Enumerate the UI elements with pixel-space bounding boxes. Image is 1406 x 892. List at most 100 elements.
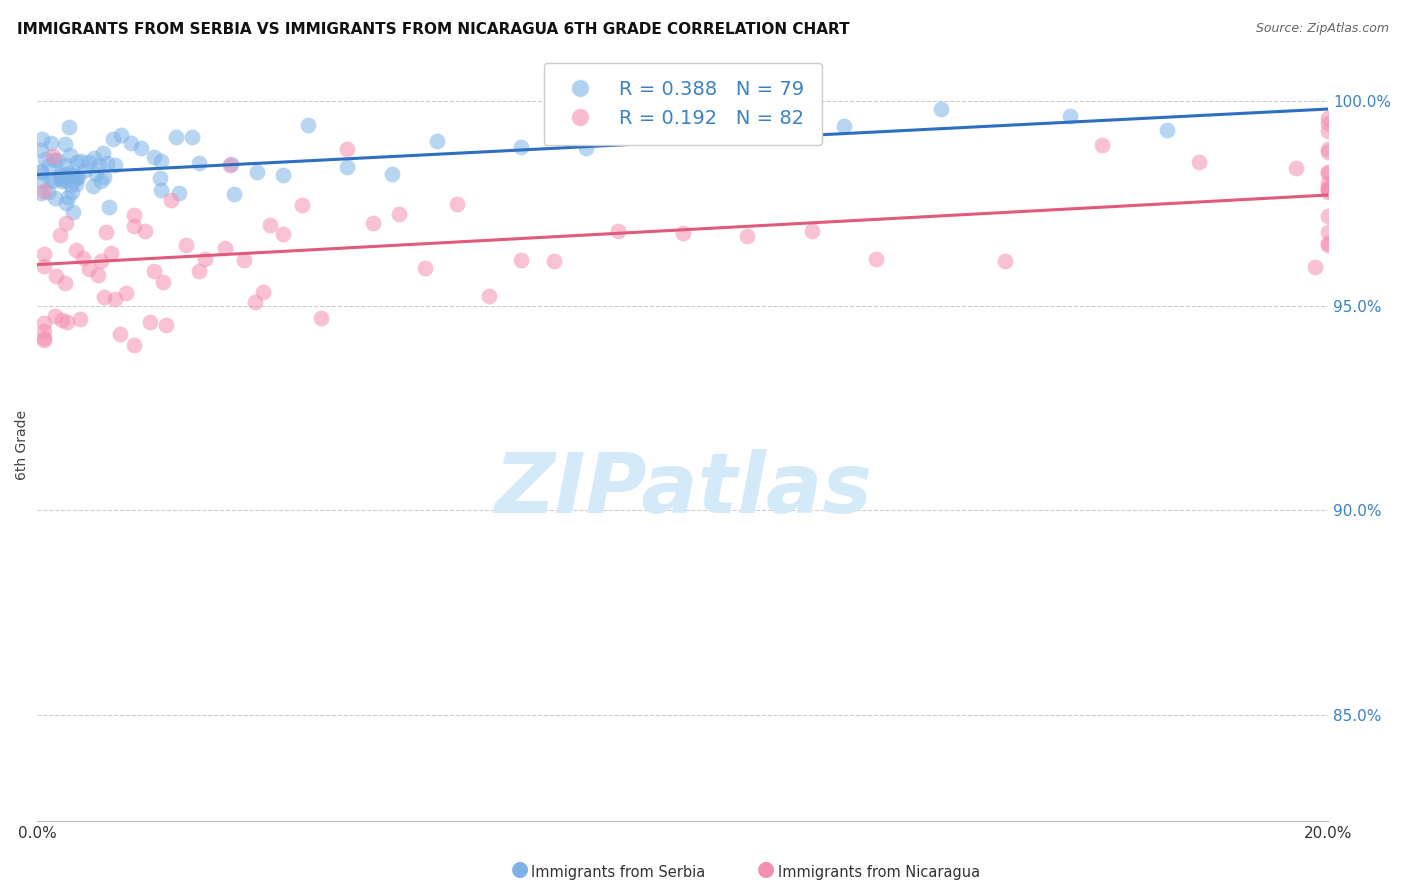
Point (155, 318, 177, 332)
Point (87, 158, 110, 172)
Point (575, 141, 598, 155)
Point (83, 151, 105, 165)
Point (62, 168, 84, 182)
Point (152, 275, 174, 289)
Point (297, 118, 319, 132)
Point (55, 195, 77, 210)
Point (1317, 181, 1340, 195)
Point (865, 252, 887, 266)
Point (32, 324, 55, 338)
Point (31, 132, 53, 146)
Point (32, 334, 55, 348)
Point (832, 119, 855, 133)
Point (69, 312, 91, 326)
Text: ZIPatlas: ZIPatlas (494, 450, 872, 531)
Point (82, 178, 104, 193)
Point (96, 225, 118, 239)
Point (100, 245, 122, 260)
Point (1317, 166, 1340, 180)
Point (1317, 183, 1340, 197)
Point (1303, 260, 1326, 274)
Point (160, 193, 183, 207)
Point (51, 170, 73, 185)
Point (51, 174, 73, 188)
Point (72, 251, 94, 265)
Point (51, 168, 73, 182)
Point (65, 169, 87, 184)
Point (79, 155, 101, 169)
Point (67, 169, 90, 184)
Point (1317, 185, 1340, 199)
Point (232, 253, 254, 268)
Point (1317, 235, 1340, 250)
Point (1317, 111, 1340, 125)
Point (252, 285, 274, 299)
Point (32, 331, 55, 345)
Point (91, 146, 114, 161)
Point (104, 158, 127, 172)
Point (1091, 138, 1114, 153)
Point (53, 173, 76, 187)
Point (37, 185, 59, 199)
Point (30, 143, 52, 157)
Point (800, 224, 823, 238)
Point (73, 162, 96, 177)
Point (59, 178, 82, 192)
Point (87, 268, 110, 283)
Point (142, 150, 165, 164)
Point (336, 160, 359, 174)
Point (929, 102, 952, 116)
Point (93, 170, 115, 185)
Point (138, 314, 160, 328)
Text: ●: ● (758, 859, 775, 879)
Point (224, 186, 246, 201)
Point (30, 186, 52, 200)
Point (735, 121, 758, 136)
Point (65, 178, 87, 192)
Point (34, 152, 56, 166)
Point (446, 196, 468, 211)
Point (381, 167, 404, 181)
Point (1317, 116, 1340, 130)
Point (994, 254, 1017, 268)
Point (32, 260, 55, 274)
Point (55, 158, 77, 172)
Point (271, 169, 294, 183)
Point (1317, 209, 1340, 223)
Point (1317, 145, 1340, 160)
Point (426, 134, 449, 148)
Text: ●: ● (512, 859, 529, 879)
Legend: R = 0.388   N = 79, R = 0.192   N = 82: R = 0.388 N = 79, R = 0.192 N = 82 (544, 62, 823, 145)
Point (39, 136, 62, 150)
Point (413, 260, 436, 275)
Point (174, 238, 197, 252)
Point (122, 337, 145, 351)
Point (44, 191, 66, 205)
Point (1188, 154, 1211, 169)
Point (1317, 238, 1340, 252)
Point (32, 316, 55, 330)
Point (38, 173, 60, 187)
Point (134, 224, 156, 238)
Point (120, 136, 142, 151)
Point (271, 227, 294, 242)
Point (58, 166, 80, 180)
Point (49, 228, 72, 243)
Text: Source: ZipAtlas.com: Source: ZipAtlas.com (1256, 22, 1389, 36)
Point (607, 224, 630, 238)
Point (98, 200, 121, 214)
Point (51, 313, 73, 327)
Point (510, 140, 533, 154)
Point (1285, 161, 1308, 175)
Y-axis label: 6th Grade: 6th Grade (15, 409, 30, 480)
Point (101, 132, 124, 146)
Point (187, 155, 209, 169)
Point (243, 295, 266, 310)
Point (219, 157, 242, 171)
Point (142, 264, 165, 278)
Point (42, 149, 65, 163)
Point (1317, 225, 1340, 239)
Point (96, 156, 118, 170)
Point (640, 120, 662, 135)
Point (1317, 165, 1340, 179)
